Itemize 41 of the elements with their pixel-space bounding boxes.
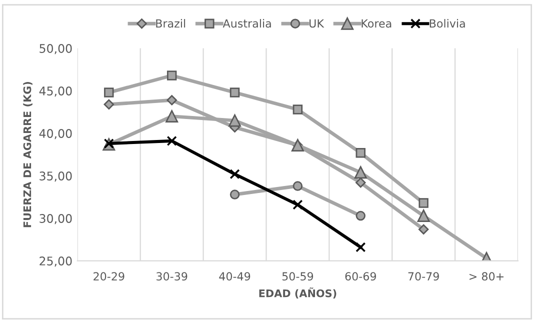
point: [354, 166, 367, 179]
point: [417, 210, 430, 222]
legend-label: Australia: [222, 19, 271, 28]
point: [356, 242, 366, 252]
legend-label: Korea: [362, 19, 392, 28]
y-axis-title: FUERZA DE AGARRE (KG): [23, 82, 32, 228]
y-tick-label: 35,00: [40, 172, 72, 182]
y-tick-label: 40,00: [39, 129, 72, 140]
x-tick-label: 20-29: [94, 272, 124, 281]
y-tick-label: 30,00: [40, 214, 72, 224]
point: [356, 178, 366, 188]
x-tick-label: 70-79: [408, 272, 439, 281]
legend-label: Brazil: [156, 19, 186, 28]
point: [292, 200, 303, 210]
x-tick-label: 50-59: [282, 272, 314, 281]
x-tick-label: > 80+: [470, 272, 504, 281]
point: [166, 136, 177, 146]
point: [356, 210, 366, 221]
point: [356, 148, 366, 158]
x-tick-label: 30-39: [156, 272, 188, 281]
point: [166, 110, 178, 123]
point: [418, 198, 428, 208]
point: [230, 169, 240, 180]
point: [418, 224, 429, 234]
point: [292, 104, 303, 114]
point: [230, 190, 240, 200]
y-tick-label: 45,00: [39, 86, 72, 97]
x-axis-title: EDAD (AÑOS): [259, 287, 336, 298]
point: [228, 114, 242, 127]
point: [166, 95, 177, 106]
legend-label: UK: [310, 19, 324, 28]
x-tick-label: 40-49: [219, 272, 250, 281]
point: [230, 88, 240, 98]
legend-label: Bolivia: [430, 19, 465, 28]
point: [166, 70, 177, 80]
y-tick-label: 25,00: [40, 256, 72, 267]
point: [104, 99, 114, 110]
point: [292, 181, 303, 191]
point: [104, 88, 114, 98]
x-tick-label: 60-69: [345, 272, 376, 281]
y-tick-label: 50,00: [40, 44, 72, 54]
